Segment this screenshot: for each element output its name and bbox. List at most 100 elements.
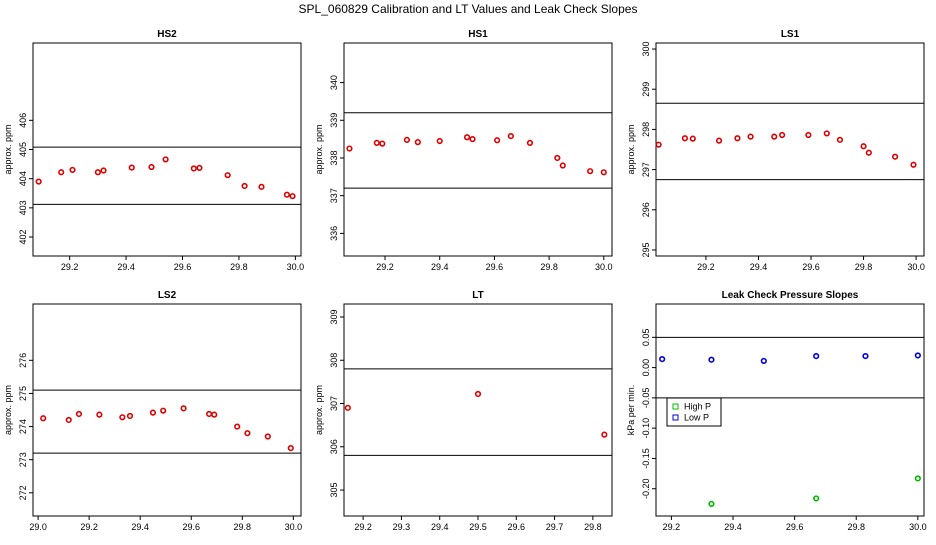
data-point: [149, 409, 157, 416]
panel-title: Leak Check Pressure Slopes: [722, 290, 859, 301]
data-point: [708, 500, 715, 507]
y-tick-label: 305: [329, 483, 339, 498]
data-point: [526, 139, 534, 147]
data-point: [148, 163, 155, 171]
data-point: [119, 414, 126, 421]
panel-title: LS1: [781, 29, 800, 40]
y-tick-label: 307: [329, 396, 339, 411]
data-point: [823, 130, 830, 137]
data-point: [379, 140, 386, 147]
y-tick-label: 296: [641, 202, 651, 217]
data-point: [860, 143, 867, 150]
data-point: [779, 131, 786, 139]
x-tick-label: 29.4: [431, 522, 449, 532]
y-tick-label: 299: [641, 82, 651, 97]
y-tick-label: 306: [329, 439, 339, 454]
y-tick-label: 336: [329, 226, 339, 241]
data-point: [601, 431, 608, 438]
data-point: [734, 135, 741, 142]
legend-marker: [672, 403, 679, 410]
x-tick-label: 29.2: [663, 522, 681, 532]
y-tick-label: 404: [18, 171, 28, 186]
y-axis-label: approx. ppm: [3, 124, 13, 174]
y-tick-label: 300: [641, 42, 651, 57]
data-point: [559, 162, 566, 169]
data-point: [414, 139, 421, 146]
x-tick-label: 29.6: [174, 262, 192, 272]
y-tick-label: 0.00: [641, 359, 651, 377]
data-point: [126, 412, 134, 420]
data-point: [689, 135, 696, 142]
x-tick-label: 29.8: [855, 262, 873, 272]
x-tick-label: 30.0: [287, 262, 305, 272]
data-point: [211, 411, 218, 418]
legend-box: [666, 397, 722, 427]
y-axis-label: approx. ppm: [3, 385, 13, 435]
data-point: [910, 161, 917, 168]
panel-title: LT: [472, 290, 483, 301]
panel-ls2: LS2 approx. ppm 29.0 29.2 29.4 29.6 29.8 30.0 27…: [3, 290, 302, 532]
data-point: [600, 169, 607, 176]
y-tick-label: 405: [18, 142, 28, 157]
panel-title: HS1: [468, 29, 488, 40]
y-axis-label: approx. ppm: [626, 124, 636, 174]
data-point: [862, 352, 869, 360]
data-point: [474, 390, 482, 398]
x-tick-label: 29.2: [80, 522, 98, 532]
data-point: [373, 139, 380, 147]
data-point: [681, 135, 689, 142]
plot-frame: [343, 303, 613, 517]
data-point: [40, 415, 47, 422]
data-point: [190, 165, 197, 172]
data-point: [96, 411, 103, 418]
data-point: [346, 145, 353, 152]
data-point: [241, 182, 248, 190]
data-point: [469, 136, 476, 143]
legend-label: High P: [684, 402, 711, 412]
data-point: [805, 131, 812, 139]
data-point: [58, 169, 65, 176]
data-point: [836, 136, 844, 143]
legend-label: Low P: [684, 413, 709, 423]
y-axis-label: kPa per min.: [626, 385, 636, 436]
data-point: [914, 352, 921, 359]
x-tick-label: 30.0: [595, 262, 613, 272]
data-point: [180, 405, 187, 412]
y-tick-label: 406: [18, 113, 28, 128]
data-point: [264, 433, 271, 440]
panel-leak: Leak Check Pressure Slopes kPa per min. 29…: [626, 290, 927, 532]
x-tick-label: 29.4: [131, 522, 149, 532]
data-point: [344, 404, 351, 411]
x-tick-label: 29.6: [486, 262, 504, 272]
y-tick-label: 295: [641, 242, 651, 257]
data-point: [258, 183, 265, 190]
data-point: [771, 133, 778, 140]
data-point: [507, 133, 514, 140]
data-point: [94, 169, 101, 176]
data-point: [494, 137, 501, 144]
data-point: [865, 149, 872, 156]
data-point: [715, 137, 723, 144]
y-tick-label: 273: [18, 452, 28, 467]
data-point: [813, 495, 820, 502]
data-point: [813, 352, 820, 360]
data-point: [587, 168, 594, 175]
x-tick-label: 29.2: [376, 262, 394, 272]
panel-title: LS2: [158, 290, 177, 301]
y-tick-label: 339: [329, 113, 339, 128]
y-tick-label: 337: [329, 188, 339, 203]
x-tick-label: 29.4: [431, 262, 449, 272]
data-point: [69, 166, 76, 174]
y-axis-label: approx. ppm: [314, 124, 324, 174]
y-tick-label: 274: [18, 419, 28, 434]
y-tick-label: 340: [329, 75, 339, 90]
data-point: [747, 133, 754, 140]
x-tick-label: 29.2: [61, 262, 79, 272]
data-point: [75, 410, 83, 418]
y-tick-label: 297: [641, 162, 651, 177]
data-point: [914, 475, 921, 482]
x-tick-label: 29.6: [786, 522, 804, 532]
